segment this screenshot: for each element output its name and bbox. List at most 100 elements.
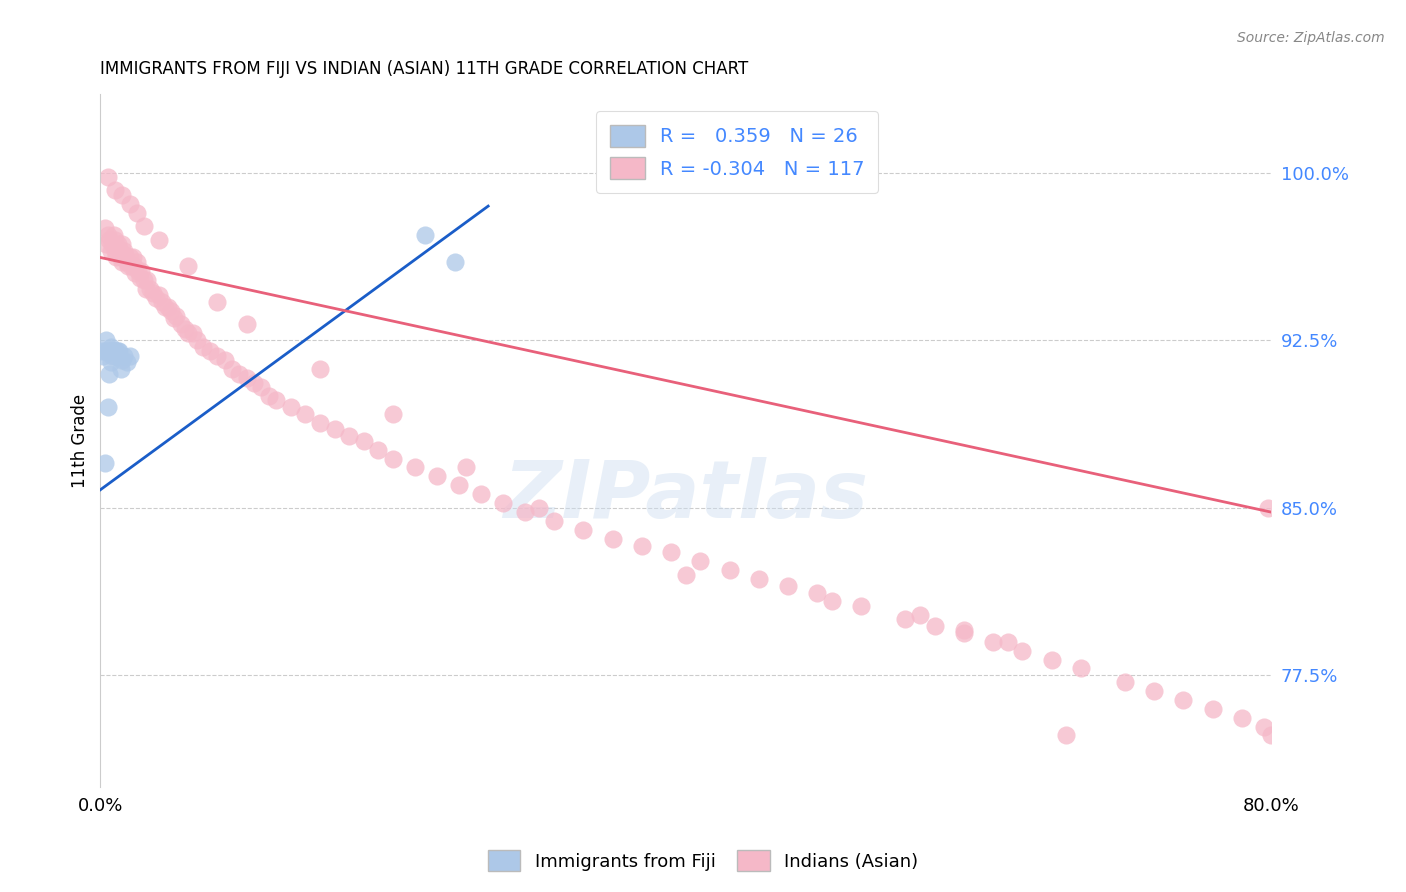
Point	[90, 344, 112, 359]
Point	[198, 344, 221, 359]
Point	[145, 291, 167, 305]
Point	[177, 326, 200, 341]
Point	[128, 270, 150, 285]
Point	[127, 264, 149, 278]
Point	[110, 362, 132, 376]
Point	[115, 255, 138, 269]
Point	[1040, 652, 1063, 666]
Point	[98, 233, 121, 247]
Point	[529, 500, 551, 515]
Point	[97, 170, 120, 185]
Point	[447, 478, 470, 492]
Point	[659, 545, 682, 559]
Point	[134, 219, 156, 234]
Point	[124, 266, 146, 280]
Point	[125, 255, 148, 269]
Point	[110, 251, 132, 265]
Point	[111, 188, 134, 202]
Point	[602, 532, 624, 546]
Point	[121, 251, 143, 265]
Text: IMMIGRANTS FROM FIJI VS INDIAN (ASIAN) 11TH GRADE CORRELATION CHART: IMMIGRANTS FROM FIJI VS INDIAN (ASIAN) 1…	[100, 60, 748, 78]
Point	[675, 567, 697, 582]
Point	[114, 248, 136, 262]
Point	[100, 355, 122, 369]
Point	[235, 371, 257, 385]
Point	[112, 244, 135, 258]
Point	[111, 353, 134, 368]
Point	[162, 310, 184, 325]
Point	[104, 244, 127, 258]
Point	[443, 255, 465, 269]
Point	[97, 228, 120, 243]
Point	[105, 344, 128, 359]
Point	[851, 599, 873, 613]
Point	[1011, 643, 1033, 657]
Point	[952, 625, 974, 640]
Point	[235, 318, 257, 332]
Point	[1143, 683, 1166, 698]
Point	[117, 260, 139, 274]
Point	[148, 233, 170, 247]
Point	[101, 349, 124, 363]
Point	[367, 442, 389, 457]
Point	[572, 523, 595, 537]
Point	[1173, 692, 1195, 706]
Point	[177, 260, 200, 274]
Point	[181, 326, 204, 341]
Point	[93, 456, 115, 470]
Point	[139, 282, 162, 296]
Point	[228, 367, 250, 381]
Point	[153, 300, 176, 314]
Point	[191, 340, 214, 354]
Point	[120, 260, 142, 274]
Point	[101, 344, 124, 359]
Point	[1253, 719, 1275, 733]
Point	[101, 237, 124, 252]
Point	[221, 362, 243, 376]
Point	[997, 634, 1019, 648]
Point	[1230, 710, 1253, 724]
Point	[456, 460, 478, 475]
Point	[91, 349, 114, 363]
Point	[309, 362, 332, 376]
Point	[104, 344, 127, 359]
Point	[952, 624, 974, 638]
Point	[243, 376, 266, 390]
Point	[404, 460, 426, 475]
Text: Source: ZipAtlas.com: Source: ZipAtlas.com	[1237, 31, 1385, 45]
Point	[353, 434, 375, 448]
Point	[115, 355, 138, 369]
Point	[492, 496, 515, 510]
Point	[104, 233, 127, 247]
Point	[104, 349, 127, 363]
Point	[924, 619, 946, 633]
Point	[118, 349, 141, 363]
Point	[93, 344, 115, 359]
Point	[111, 237, 134, 252]
Point	[174, 322, 197, 336]
Point	[170, 318, 193, 332]
Point	[513, 505, 536, 519]
Point	[806, 585, 828, 599]
Point	[250, 380, 273, 394]
Point	[131, 264, 153, 278]
Point	[100, 340, 122, 354]
Point	[1257, 500, 1279, 515]
Point	[122, 260, 145, 274]
Point	[1114, 674, 1136, 689]
Point	[107, 237, 129, 252]
Point	[103, 344, 125, 359]
Point	[97, 400, 120, 414]
Y-axis label: 11th Grade: 11th Grade	[72, 393, 89, 488]
Point	[1070, 661, 1092, 675]
Point	[103, 228, 125, 243]
Point	[264, 393, 287, 408]
Point	[778, 579, 800, 593]
Point	[96, 333, 118, 347]
Point	[543, 514, 565, 528]
Point	[382, 451, 405, 466]
Point	[821, 594, 844, 608]
Point	[111, 255, 134, 269]
Point	[107, 344, 129, 359]
Point	[257, 389, 280, 403]
